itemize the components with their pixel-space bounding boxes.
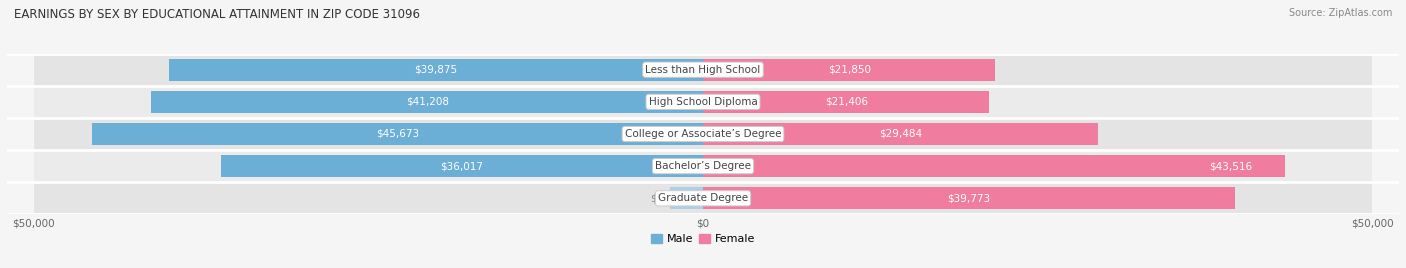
Text: $39,773: $39,773 [948,193,991,203]
Bar [703,86,1372,118]
Bar [703,91,990,113]
Bar [703,155,1285,177]
Bar [91,123,703,145]
Bar [34,150,703,182]
Bar [221,155,703,177]
Bar [703,59,995,81]
Bar [703,182,1372,214]
Text: $36,017: $36,017 [440,161,484,171]
Text: $21,406: $21,406 [825,97,868,107]
Bar [169,59,703,81]
Bar [703,187,1236,209]
Text: $39,875: $39,875 [415,65,458,75]
Text: $41,208: $41,208 [406,97,449,107]
Bar [703,118,1372,150]
Bar [34,182,703,214]
Text: Source: ZipAtlas.com: Source: ZipAtlas.com [1288,8,1392,18]
Text: Less than High School: Less than High School [645,65,761,75]
Text: $45,673: $45,673 [375,129,419,139]
Text: $29,484: $29,484 [879,129,922,139]
Bar [703,123,1098,145]
Bar [152,91,703,113]
Text: $43,516: $43,516 [1209,161,1251,171]
Text: College or Associate’s Degree: College or Associate’s Degree [624,129,782,139]
Bar [703,150,1372,182]
Bar [34,86,703,118]
Text: Graduate Degree: Graduate Degree [658,193,748,203]
Text: $21,850: $21,850 [828,65,870,75]
Bar [34,54,703,86]
Text: Bachelor’s Degree: Bachelor’s Degree [655,161,751,171]
Bar [34,118,703,150]
Text: $0: $0 [650,193,662,203]
Text: EARNINGS BY SEX BY EDUCATIONAL ATTAINMENT IN ZIP CODE 31096: EARNINGS BY SEX BY EDUCATIONAL ATTAINMEN… [14,8,420,21]
Legend: Male, Female: Male, Female [651,234,755,244]
Text: High School Diploma: High School Diploma [648,97,758,107]
Bar [669,187,703,209]
Bar [703,54,1372,86]
